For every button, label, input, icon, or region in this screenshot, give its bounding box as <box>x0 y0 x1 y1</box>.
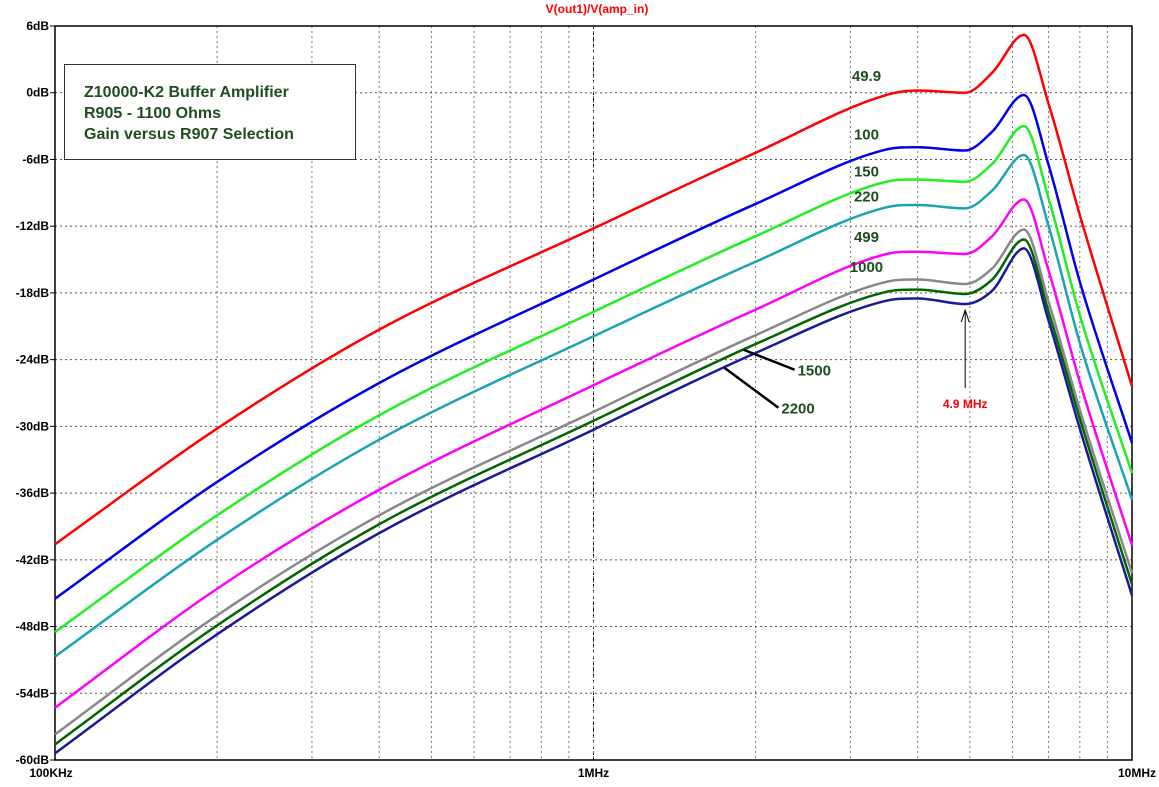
axes: 6dB 0dB -6dB -12dB -18dB -24dB -30dB -36dB -42dB… <box>16 19 1156 780</box>
y-tick-label: -48dB <box>16 620 50 634</box>
series-line-499 <box>54 198 1134 709</box>
y-tick-label: -30dB <box>16 419 50 433</box>
series-line-1500 <box>54 238 1134 746</box>
annotation-label: 4.9 MHz <box>943 397 988 411</box>
grid <box>55 26 1132 760</box>
annotation-arrowhead <box>960 308 970 323</box>
curve-labels: 49.9 100 150 220 499 1000 1500 2200 4.9 MHz <box>723 68 988 418</box>
y-tick-label: 6dB <box>26 19 49 33</box>
series-label: 100 <box>854 126 879 143</box>
series-line-1000 <box>54 228 1134 736</box>
x-tick-label: 10MHz <box>1118 766 1156 780</box>
y-tick-label: 0dB <box>26 86 49 100</box>
info-box: Z10000-K2 Buffer Amplifier R905 - 1100 O… <box>64 64 356 160</box>
series-label: 150 <box>854 164 879 181</box>
y-tick-label: -24dB <box>16 353 50 367</box>
info-line-3: Gain versus R907 Selection <box>84 126 294 143</box>
y-tick-label: -12dB <box>16 219 50 233</box>
info-line-1: Z10000-K2 Buffer Amplifier <box>84 84 289 101</box>
series-line-220 <box>54 153 1134 658</box>
y-tick-label: -60dB <box>16 753 50 767</box>
info-line-2: R905 - 1100 Ohms <box>84 105 221 122</box>
curves <box>54 33 1134 755</box>
series-label: 2200 <box>781 401 814 418</box>
series-line-100 <box>54 93 1134 600</box>
series-line-49-9 <box>54 33 1134 546</box>
series-line-2200 <box>54 247 1134 755</box>
series-label: 49.9 <box>852 68 881 85</box>
leader-line <box>723 366 780 409</box>
chart-title: V(out1)/V(amp_in) <box>546 2 649 16</box>
series-label: 1500 <box>798 363 831 380</box>
y-tick-label: -54dB <box>16 686 50 700</box>
x-tick-label: 1MHz <box>578 766 609 780</box>
series-label: 499 <box>854 229 879 246</box>
series-line-150 <box>54 124 1134 634</box>
y-tick-label: -18dB <box>16 286 50 300</box>
plot-frame <box>54 25 1133 761</box>
y-tick-label: -6dB <box>22 152 49 166</box>
leader-line <box>743 348 796 371</box>
x-tick-label: 100KHz <box>29 766 72 780</box>
y-tick-label: -42dB <box>16 553 50 567</box>
y-tick-label: -36dB <box>16 486 50 500</box>
series-label: 220 <box>854 188 879 205</box>
series-label: 1000 <box>850 259 883 276</box>
